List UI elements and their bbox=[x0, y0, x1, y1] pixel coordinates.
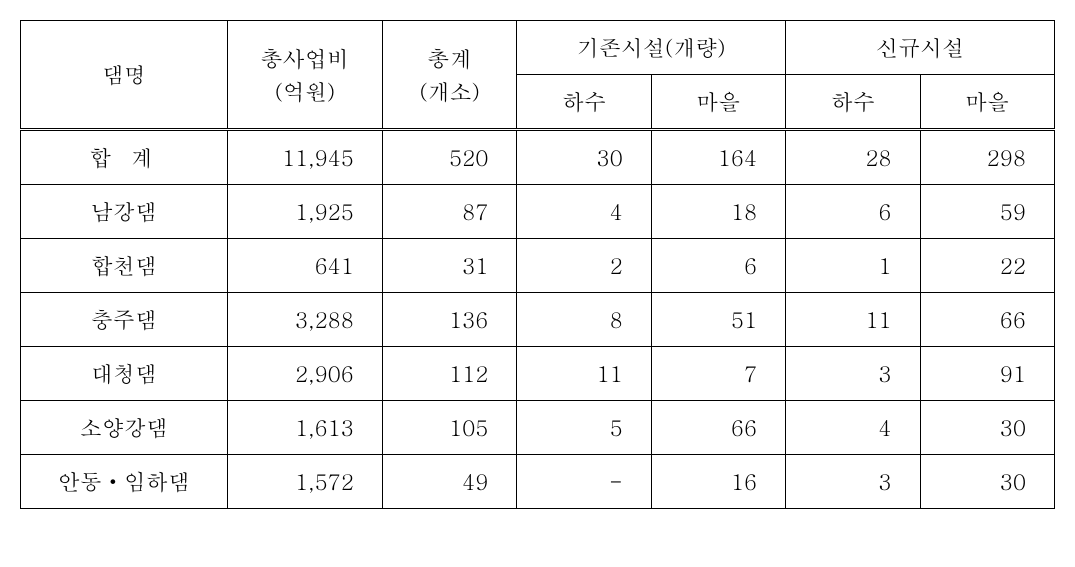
cell-cost: 11,945 bbox=[227, 130, 382, 185]
cell-new-maeul: 22 bbox=[920, 239, 1054, 293]
cell-cost: 3,288 bbox=[227, 293, 382, 347]
table-body: 합 계 11,945 520 30 164 28 298 남강댐 1,925 8… bbox=[21, 130, 1055, 509]
cell-new-maeul: 298 bbox=[920, 130, 1054, 185]
cell-ex-hasoo: 11 bbox=[517, 347, 651, 401]
cell-total: 520 bbox=[382, 130, 516, 185]
cell-cost: 1,572 bbox=[227, 455, 382, 509]
header-total-cost-label: 총사업비 bbox=[261, 43, 349, 74]
header-existing-hasoo: 하수 bbox=[517, 75, 651, 130]
header-total-cost: 총사업비 (억원) bbox=[227, 21, 382, 130]
cell-ex-hasoo: 5 bbox=[517, 401, 651, 455]
cell-new-hasoo: 28 bbox=[786, 130, 920, 185]
header-existing-group: 기존시설(개량) bbox=[517, 21, 786, 75]
cell-total: 31 bbox=[382, 239, 516, 293]
cell-ex-hasoo: 8 bbox=[517, 293, 651, 347]
header-new-hasoo: 하수 bbox=[786, 75, 920, 130]
cell-ex-maeul: 66 bbox=[651, 401, 785, 455]
cell-dam-name: 소양강댐 bbox=[21, 401, 228, 455]
header-total-count: 총계 (개소) bbox=[382, 21, 516, 130]
cell-dam-name: 남강댐 bbox=[21, 185, 228, 239]
cell-new-hasoo: 4 bbox=[786, 401, 920, 455]
cell-new-hasoo: 3 bbox=[786, 347, 920, 401]
cell-new-hasoo: 1 bbox=[786, 239, 920, 293]
cell-cost: 2,906 bbox=[227, 347, 382, 401]
cell-dam-name: 충주댐 bbox=[21, 293, 228, 347]
table-header: 댐명 총사업비 (억원) 총계 (개소) 기존시설(개량) 신규시설 하수 마을… bbox=[21, 21, 1055, 130]
cell-new-maeul: 91 bbox=[920, 347, 1054, 401]
table-row: 남강댐 1,925 87 4 18 6 59 bbox=[21, 185, 1055, 239]
cell-ex-maeul: 7 bbox=[651, 347, 785, 401]
cell-ex-hasoo: - bbox=[517, 455, 651, 509]
cell-cost: 1,613 bbox=[227, 401, 382, 455]
header-new-maeul: 마을 bbox=[920, 75, 1054, 130]
header-total-count-label: 총계 bbox=[428, 43, 472, 74]
cell-new-hasoo: 6 bbox=[786, 185, 920, 239]
header-total-count-unit: (개소) bbox=[419, 76, 480, 107]
table-row: 안동・임하댐 1,572 49 - 16 3 30 bbox=[21, 455, 1055, 509]
cell-new-maeul: 30 bbox=[920, 401, 1054, 455]
table-row: 합 계 11,945 520 30 164 28 298 bbox=[21, 130, 1055, 185]
cell-dam-name: 합 계 bbox=[21, 130, 228, 185]
cell-ex-maeul: 18 bbox=[651, 185, 785, 239]
dam-table: 댐명 총사업비 (억원) 총계 (개소) 기존시설(개량) 신규시설 하수 마을… bbox=[20, 20, 1055, 509]
table-row: 충주댐 3,288 136 8 51 11 66 bbox=[21, 293, 1055, 347]
cell-ex-maeul: 51 bbox=[651, 293, 785, 347]
cell-ex-maeul: 164 bbox=[651, 130, 785, 185]
cell-new-maeul: 66 bbox=[920, 293, 1054, 347]
cell-dam-name: 안동・임하댐 bbox=[21, 455, 228, 509]
header-existing-maeul: 마을 bbox=[651, 75, 785, 130]
cell-total: 105 bbox=[382, 401, 516, 455]
cell-total: 87 bbox=[382, 185, 516, 239]
cell-total: 136 bbox=[382, 293, 516, 347]
cell-ex-hasoo: 4 bbox=[517, 185, 651, 239]
cell-new-hasoo: 3 bbox=[786, 455, 920, 509]
header-total-cost-unit: (억원) bbox=[275, 76, 336, 107]
cell-ex-maeul: 6 bbox=[651, 239, 785, 293]
cell-ex-maeul: 16 bbox=[651, 455, 785, 509]
header-new-group: 신규시설 bbox=[786, 21, 1055, 75]
cell-dam-name: 합천댐 bbox=[21, 239, 228, 293]
cell-total: 112 bbox=[382, 347, 516, 401]
cell-ex-hasoo: 30 bbox=[517, 130, 651, 185]
cell-dam-name: 대청댐 bbox=[21, 347, 228, 401]
table-row: 소양강댐 1,613 105 5 66 4 30 bbox=[21, 401, 1055, 455]
cell-ex-hasoo: 2 bbox=[517, 239, 651, 293]
table-row: 대청댐 2,906 112 11 7 3 91 bbox=[21, 347, 1055, 401]
cell-new-maeul: 59 bbox=[920, 185, 1054, 239]
cell-cost: 1,925 bbox=[227, 185, 382, 239]
dam-table-container: 댐명 총사업비 (억원) 총계 (개소) 기존시설(개량) 신규시설 하수 마을… bbox=[20, 20, 1055, 509]
cell-cost: 641 bbox=[227, 239, 382, 293]
table-row: 합천댐 641 31 2 6 1 22 bbox=[21, 239, 1055, 293]
header-dam-name: 댐명 bbox=[21, 21, 228, 130]
cell-total: 49 bbox=[382, 455, 516, 509]
cell-new-maeul: 30 bbox=[920, 455, 1054, 509]
cell-new-hasoo: 11 bbox=[786, 293, 920, 347]
